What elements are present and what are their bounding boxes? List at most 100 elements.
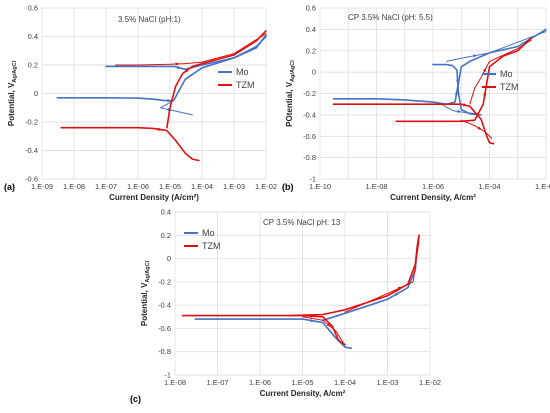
x-tick-label: 1.E-06 [249, 378, 271, 387]
y-tick-label: -0.2 [25, 118, 38, 127]
x-axis-label: Current Density, A/cm² [390, 193, 476, 202]
y-tick-label: -0.6 [25, 175, 38, 184]
x-tick-label: 1.E-05 [291, 378, 313, 387]
x-tick-label: 1.E-06 [422, 182, 444, 191]
gridlines [174, 211, 431, 376]
y-tick-label: -0.4 [303, 110, 316, 119]
y-axis-label: Potential, VAg/AgCl [140, 260, 151, 326]
y-tick-label: 0.4 [28, 32, 38, 41]
legend-label-mo: Mo [500, 69, 513, 79]
direction-arrow [473, 54, 478, 58]
series-line-tzm [60, 126, 200, 162]
x-axis-label: Current Density (A/cm²) [109, 193, 199, 202]
x-tick-label: 1.E-07 [206, 378, 228, 387]
direction-arrow [185, 68, 190, 73]
series-line-tzm [166, 29, 267, 129]
direction-arrow [454, 89, 458, 95]
series-line-mo [446, 31, 547, 62]
direction-arrow [477, 126, 483, 131]
y-tick-label: 0.2 [161, 231, 171, 240]
x-tick-label: 1.E-04 [478, 182, 500, 191]
chart-title: CP 3.5% NaCl pH: 13 [263, 218, 341, 227]
x-tick-label: 1.E-03 [223, 182, 245, 191]
x-tick-label: 1.E-07 [95, 182, 117, 191]
legend-label-tzm: TZM [500, 82, 519, 92]
panel-label: (a) [4, 182, 15, 192]
y-axis-label-subscript: Ag/AgCl [12, 60, 18, 82]
chart-title: CP 3.5% NaCl (pH: 5.5) [348, 13, 433, 22]
y-tick-label: 0.6 [306, 4, 316, 13]
series-line-mo [56, 34, 267, 102]
series-tzm [332, 37, 533, 145]
series-line-tzm [288, 234, 420, 317]
chart-panel-1: 0.6 0.4 0.2 0 -0.2 -0.4 -0.61.E-09 1.E-08 1.E-07… [4, 4, 277, 203]
series-line-tzm [332, 103, 495, 145]
y-tick-label: 0 [34, 89, 38, 98]
x-tick-label: 1.E-09 [31, 182, 53, 191]
legend: Mo TZM [482, 69, 519, 92]
x-tick-label: 1.E-04 [191, 182, 213, 191]
y-tick-label: -0.8 [303, 153, 316, 162]
legend-label-mo: Mo [236, 67, 249, 77]
y-tick-label: -1 [164, 371, 171, 380]
x-tick-label: 1.E-06 [127, 182, 149, 191]
legend: Mo TZM [218, 67, 255, 90]
y-tick-label: 0 [312, 68, 316, 77]
y-tick-label: 0.2 [28, 61, 38, 70]
y-axis-label-subscript: Ag/AgCl [145, 260, 151, 282]
y-tick-label: -0.4 [158, 301, 171, 310]
series-mo [56, 34, 267, 116]
series-line-tzm [115, 33, 267, 66]
gridlines [41, 7, 267, 180]
direction-arrow [157, 127, 163, 131]
x-tick-label: 1.E-08 [63, 182, 85, 191]
direction-arrow [177, 65, 182, 69]
legend: Mo TZM [184, 228, 221, 251]
y-tick-label: -0.2 [158, 277, 171, 286]
x-tick-label: 1.E-03 [376, 378, 398, 387]
legend-label-mo: Mo [202, 228, 215, 238]
y-tick-label: -0.2 [303, 89, 316, 98]
series-line-mo [105, 35, 267, 71]
x-tick-label: 1.E-02 [255, 182, 277, 191]
chart-panel-3: 0.4 0.2 0 -0.2 -0.4 -0.6 -0.8 -11.E-08 1.E-07 1.E… [130, 208, 441, 405]
direction-arrow [167, 99, 172, 103]
series-line-mo [194, 318, 353, 350]
y-axis-label-main: Potential, V [7, 82, 16, 126]
legend-label-tzm: TZM [202, 241, 221, 251]
series-line-tzm [181, 314, 346, 346]
chart-title: 3.5% NaCl (pH:1) [118, 15, 181, 24]
y-tick-label: 0.6 [28, 4, 38, 13]
y-tick-label: -0.6 [303, 132, 316, 141]
chart-panel-2: 0.6 0.4 0.2 0 -0.2 -0.4 -0.6 -0.8 -11.E-10 1.E-08… [282, 4, 550, 203]
x-axis-label: Current Density, A/cm² [260, 389, 346, 398]
y-tick-label: -0.4 [25, 146, 38, 155]
series-line-mo [159, 100, 193, 116]
series-tzm [60, 29, 267, 162]
x-tick-label: 1.E-08 [164, 378, 186, 387]
x-tick-label: 1.E-02 [535, 182, 550, 191]
direction-arrow [457, 109, 463, 113]
direction-arrow [483, 90, 487, 96]
direction-arrow [175, 62, 181, 66]
y-tick-label: 0 [167, 254, 171, 263]
y-tick-label: 0.4 [161, 208, 171, 217]
x-tick-label: 1.E-05 [159, 182, 181, 191]
y-axis-label: Potential, VAg/AgCl [7, 60, 18, 126]
direction-arrow [482, 67, 487, 72]
y-tick-label: -0.6 [158, 324, 171, 333]
direction-arrow [456, 79, 460, 85]
y-tick-label: -0.8 [158, 347, 171, 356]
direction-arrow [397, 286, 403, 290]
series-line-mo [321, 235, 420, 322]
gridlines [319, 7, 547, 180]
y-axis-label-main: Potential, V [140, 282, 149, 326]
series-tzm [181, 234, 420, 346]
x-tick-label: 1.E-10 [309, 182, 331, 191]
direction-arrow [310, 319, 316, 322]
series-mo [332, 28, 547, 116]
series-line-mo [332, 28, 547, 105]
y-tick-label: 0.4 [306, 25, 316, 34]
panel-label: (c) [130, 394, 141, 404]
